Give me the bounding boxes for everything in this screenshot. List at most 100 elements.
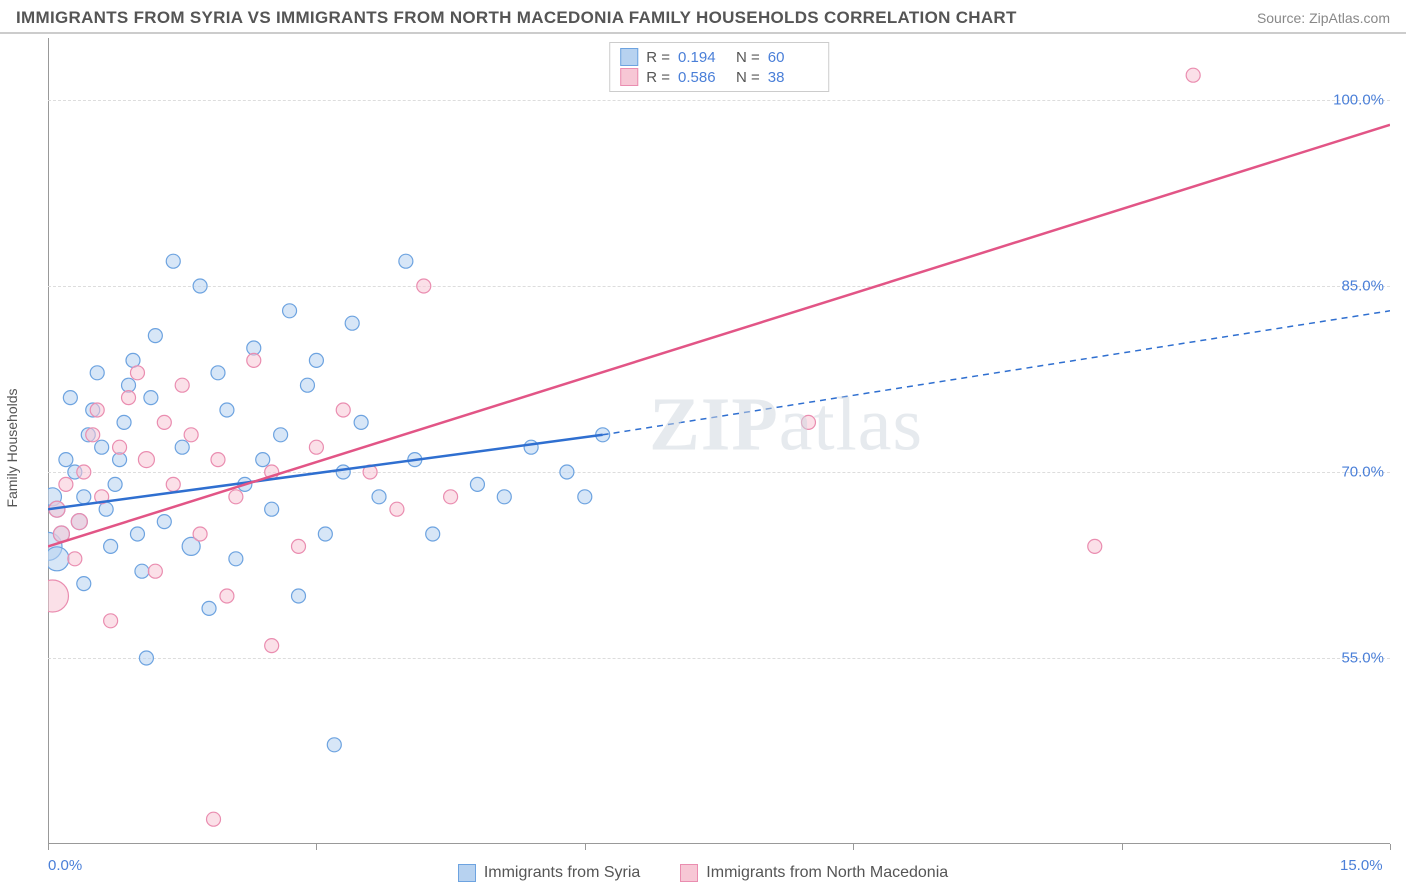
data-point	[113, 440, 127, 454]
chart-source: Source: ZipAtlas.com	[1257, 10, 1390, 26]
data-point	[578, 490, 592, 504]
regression-line	[48, 125, 1390, 547]
n-label: N =	[736, 49, 760, 66]
data-point	[135, 564, 149, 578]
y-tick-label: 55.0%	[1341, 650, 1384, 667]
data-point	[95, 440, 109, 454]
data-point	[130, 527, 144, 541]
data-point	[48, 547, 69, 571]
data-point	[108, 477, 122, 491]
data-point	[345, 316, 359, 330]
series-legend: Immigrants from Syria Immigrants from No…	[0, 864, 1406, 882]
legend-label: Immigrants from North Macedonia	[706, 864, 948, 882]
data-point	[184, 428, 198, 442]
legend-swatch-macedonia	[680, 864, 698, 882]
data-point	[138, 452, 154, 468]
legend-swatch-syria	[620, 48, 638, 66]
data-point	[211, 453, 225, 467]
data-point	[229, 490, 243, 504]
data-point	[148, 329, 162, 343]
data-point	[193, 527, 207, 541]
data-point	[426, 527, 440, 541]
regression-line	[48, 435, 603, 509]
data-point	[274, 428, 288, 442]
r-legend-row: R = 0.586 N = 38	[620, 67, 818, 87]
data-point	[104, 614, 118, 628]
data-point	[444, 490, 458, 504]
data-point	[309, 353, 323, 367]
data-point	[524, 440, 538, 454]
legend-label: Immigrants from Syria	[484, 864, 640, 882]
data-point	[560, 465, 574, 479]
data-point	[207, 812, 221, 826]
data-point	[148, 564, 162, 578]
legend-swatch-syria	[458, 864, 476, 882]
data-point	[63, 391, 77, 405]
r-value: 0.586	[678, 69, 728, 86]
n-value: 38	[768, 69, 818, 86]
data-point	[327, 738, 341, 752]
data-point	[211, 366, 225, 380]
legend-item-syria: Immigrants from Syria	[458, 864, 640, 882]
data-point	[417, 279, 431, 293]
legend-item-macedonia: Immigrants from North Macedonia	[680, 864, 948, 882]
r-value: 0.194	[678, 49, 728, 66]
chart-area: ZIPatlas R = 0.194 N = 60 R = 0.586 N = …	[48, 38, 1390, 844]
data-point	[68, 552, 82, 566]
chart-title: IMMIGRANTS FROM SYRIA VS IMMIGRANTS FROM…	[16, 8, 1017, 28]
data-point	[1186, 68, 1200, 82]
data-point	[59, 477, 73, 491]
data-point	[292, 539, 306, 553]
data-point	[265, 502, 279, 516]
data-point	[77, 490, 91, 504]
r-legend-row: R = 0.194 N = 60	[620, 47, 818, 67]
data-point	[801, 415, 815, 429]
data-point	[175, 440, 189, 454]
data-point	[372, 490, 386, 504]
data-point	[336, 465, 350, 479]
data-point	[71, 514, 87, 530]
data-point	[220, 403, 234, 417]
data-point	[292, 589, 306, 603]
data-point	[117, 415, 131, 429]
correlation-legend: R = 0.194 N = 60 R = 0.586 N = 38	[609, 42, 829, 92]
data-point	[166, 254, 180, 268]
data-point	[130, 366, 144, 380]
data-point	[265, 639, 279, 653]
data-point	[390, 502, 404, 516]
r-label: R =	[646, 49, 670, 66]
data-point	[166, 477, 180, 491]
r-label: R =	[646, 69, 670, 86]
y-axis-label: Family Households	[4, 388, 20, 507]
data-point	[77, 577, 91, 591]
data-point	[309, 440, 323, 454]
data-point	[399, 254, 413, 268]
data-point	[122, 391, 136, 405]
data-point	[202, 601, 216, 615]
data-point	[90, 366, 104, 380]
data-point	[354, 415, 368, 429]
data-point	[104, 539, 118, 553]
data-point	[193, 279, 207, 293]
data-point	[157, 415, 171, 429]
data-point	[336, 403, 350, 417]
data-point	[220, 589, 234, 603]
n-label: N =	[736, 69, 760, 86]
chart-header: IMMIGRANTS FROM SYRIA VS IMMIGRANTS FROM…	[0, 0, 1406, 34]
n-value: 60	[768, 49, 818, 66]
data-point	[86, 428, 100, 442]
y-tick-label: 85.0%	[1341, 278, 1384, 295]
data-point	[59, 453, 73, 467]
data-point	[229, 552, 243, 566]
data-point	[48, 580, 68, 612]
data-point	[175, 378, 189, 392]
data-point	[256, 453, 270, 467]
data-point	[157, 515, 171, 529]
data-point	[139, 651, 153, 665]
data-point	[497, 490, 511, 504]
legend-swatch-macedonia	[620, 68, 638, 86]
data-point	[144, 391, 158, 405]
scatter-plot	[48, 38, 1390, 844]
y-tick-label: 100.0%	[1333, 92, 1384, 109]
data-point	[1088, 539, 1102, 553]
